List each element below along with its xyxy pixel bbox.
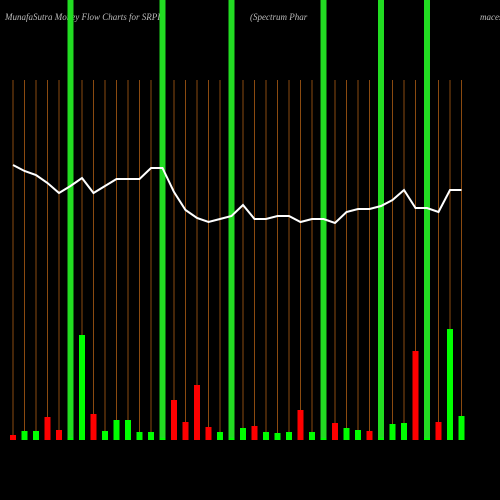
bar	[228, 438, 235, 440]
bar	[33, 431, 39, 440]
bar	[148, 432, 154, 440]
highlight-bar	[424, 0, 430, 440]
bar	[458, 416, 465, 440]
bar	[401, 423, 407, 440]
bar	[309, 432, 315, 440]
bar	[343, 428, 350, 440]
bar	[378, 438, 384, 440]
bar	[10, 435, 16, 440]
bar	[251, 426, 258, 440]
bar	[90, 414, 97, 440]
bar	[171, 400, 177, 440]
chart-subtitle: (Spectrum Phar	[250, 12, 308, 22]
bar	[297, 410, 304, 440]
bar	[447, 329, 453, 440]
chart-title: MunafaSutra Money Flow Charts for SRPI	[4, 12, 161, 22]
bar	[217, 432, 223, 440]
bar	[125, 420, 131, 440]
bar	[67, 438, 74, 440]
highlight-bar	[378, 0, 384, 440]
bar	[113, 420, 120, 440]
bar	[286, 432, 292, 440]
bar	[435, 422, 442, 440]
bar	[56, 430, 62, 440]
bar	[366, 431, 373, 440]
highlight-bar	[159, 0, 166, 440]
bar	[240, 428, 246, 440]
bar	[274, 433, 281, 440]
bar	[102, 431, 108, 440]
bar	[205, 427, 212, 440]
bar	[182, 422, 189, 440]
bar	[332, 423, 338, 440]
bar	[424, 438, 430, 440]
bar	[355, 430, 361, 440]
bar	[136, 432, 143, 440]
bar	[389, 424, 396, 440]
bar	[263, 432, 269, 440]
bar	[159, 438, 166, 440]
chart-subtitle-end: maces	[480, 12, 500, 22]
highlight-bar	[67, 0, 74, 440]
bar	[194, 385, 200, 440]
bar	[44, 417, 51, 440]
bar	[320, 438, 327, 440]
bar	[79, 335, 85, 440]
money-flow-line	[12, 164, 462, 225]
highlight-bar	[228, 0, 235, 440]
bar	[412, 351, 419, 440]
bar	[21, 431, 28, 440]
